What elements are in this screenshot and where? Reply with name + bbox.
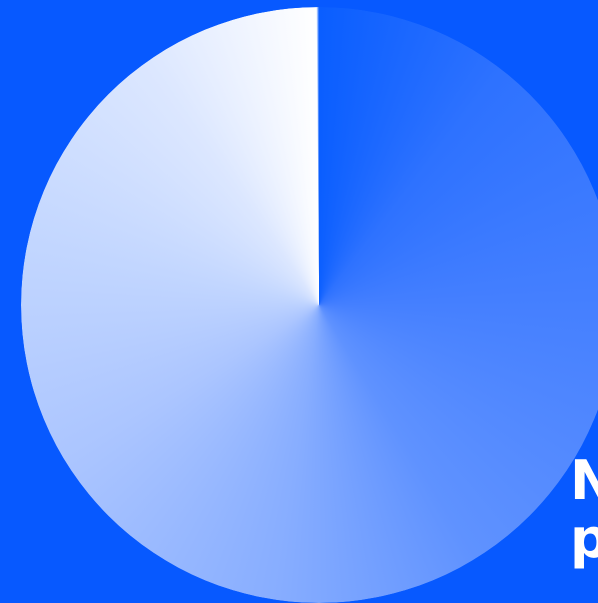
- hero-headline-line-1: N: [570, 449, 598, 512]
- radial-gradient-circle-icon: [21, 7, 598, 603]
- gradient-circle-graphic: [21, 7, 598, 603]
- hero-headline-line-2: p: [570, 507, 598, 570]
- hero-headline: N p: [570, 452, 598, 568]
